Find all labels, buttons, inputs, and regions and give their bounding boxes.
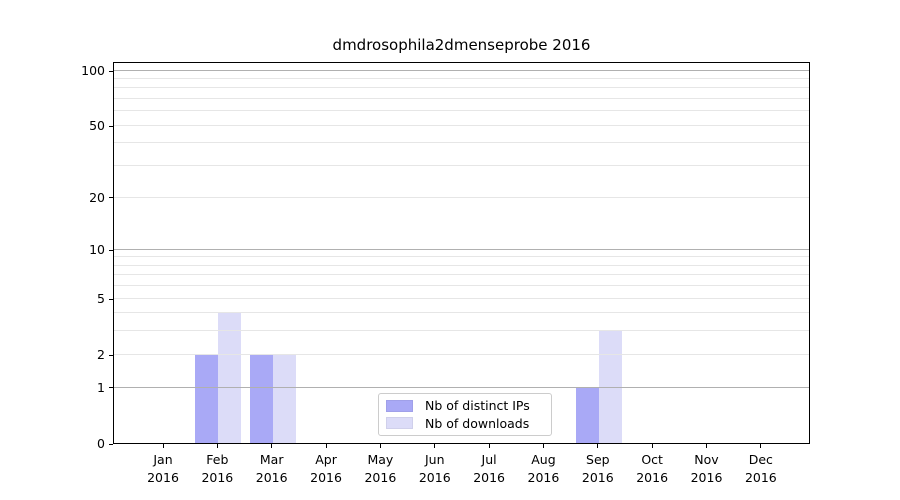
y-tick-mark-1	[109, 387, 113, 389]
y-tick-mark-50	[109, 125, 113, 127]
bar-nb-of-distinct-ips-sep-2016	[575, 387, 599, 443]
gridline-minor-7	[114, 274, 809, 276]
x-tick-label-oct-2016: Oct 2016	[636, 452, 669, 485]
y-tick-mark-10	[109, 249, 113, 251]
legend-label-distinct-ips: Nb of distinct IPs	[425, 398, 530, 414]
x-tick-label-jun-2016: Jun 2016	[418, 452, 451, 485]
gridline-minor-6	[114, 285, 809, 287]
gridline-minor-70	[114, 98, 809, 100]
x-tick-mark-nov-2016	[706, 444, 707, 448]
x-tick-label-jan-2016: Jan 2016	[147, 452, 179, 485]
x-tick-mark-jan-2016	[162, 444, 164, 448]
gridline-major-100	[114, 69, 809, 71]
bar-nb-of-downloads-mar-2016	[272, 354, 296, 443]
legend-item-downloads: Nb of downloads	[386, 415, 543, 433]
plot-area	[113, 62, 810, 444]
gridline-minor-60	[114, 110, 809, 112]
gridline-minor-3	[114, 330, 809, 332]
gridline-minor-40	[114, 142, 809, 144]
gridline-minor-9	[114, 256, 809, 258]
x-tick-mark-jul-2016	[488, 444, 490, 448]
x-tick-label-may-2016: May 2016	[364, 452, 397, 485]
grid-layer	[114, 63, 809, 443]
x-tick-label-apr-2016: Apr 2016	[310, 452, 342, 485]
y-tick-mark-2	[109, 354, 113, 356]
x-tick-label-dec-2016: Dec 2016	[744, 452, 777, 485]
x-tick-label-jul-2016: Jul 2016	[473, 452, 505, 485]
x-tick-mark-dec-2016	[760, 444, 762, 448]
x-tick-mark-mar-2016	[271, 444, 273, 448]
gridline-minor-5	[114, 297, 809, 299]
y-tick-label-50: 50	[89, 118, 105, 134]
x-tick-label-mar-2016: Mar 2016	[255, 452, 288, 485]
y-tick-mark-5	[109, 298, 113, 300]
gridline-minor-2	[114, 353, 809, 355]
y-tick-label-100: 100	[81, 63, 105, 79]
y-tick-mark-20	[109, 197, 113, 199]
legend-label-downloads: Nb of downloads	[425, 415, 530, 431]
chart-title: dmdrosophila2dmenseprobe 2016	[332, 36, 591, 54]
y-tick-label-1: 1	[97, 379, 105, 395]
y-tick-label-20: 20	[89, 189, 105, 205]
y-tick-label-0: 0	[97, 436, 105, 451]
bar-nb-of-downloads-feb-2016	[218, 312, 242, 443]
y-tick-mark-100	[109, 70, 113, 72]
legend-item-distinct-ips: Nb of distinct IPs	[386, 397, 543, 415]
gridline-minor-90	[114, 78, 809, 79]
gridline-major-10	[114, 248, 809, 250]
bar-nb-of-distinct-ips-mar-2016	[249, 354, 273, 443]
x-tick-mark-jun-2016	[434, 444, 436, 448]
gridline-minor-8	[114, 264, 809, 266]
y-tick-label-5: 5	[97, 291, 105, 307]
y-tick-label-2: 2	[97, 347, 105, 363]
bar-nb-of-distinct-ips-feb-2016	[195, 354, 219, 443]
x-tick-mark-feb-2016	[216, 444, 218, 448]
y-tick-mark-0	[109, 443, 113, 445]
gridline-minor-80	[114, 87, 809, 89]
gridline-minor-30	[114, 165, 809, 167]
x-tick-label-aug-2016: Aug 2016	[527, 452, 560, 485]
gridline-major-1	[114, 386, 809, 388]
x-tick-mark-aug-2016	[542, 444, 544, 448]
x-tick-label-sep-2016: Sep 2016	[581, 452, 614, 485]
gridline-minor-4	[114, 312, 809, 314]
legend-swatch-distinct-ips	[386, 399, 413, 412]
y-tick-label-10: 10	[89, 242, 105, 258]
x-tick-mark-apr-2016	[325, 444, 327, 448]
gridline-minor-50	[114, 124, 809, 126]
x-tick-label-nov-2016: Nov 2016	[690, 452, 723, 485]
x-tick-mark-may-2016	[379, 444, 381, 448]
x-tick-mark-sep-2016	[597, 444, 599, 448]
gridline-minor-20	[114, 196, 809, 198]
legend: Nb of distinct IPs Nb of downloads	[378, 393, 552, 436]
x-tick-label-feb-2016: Feb 2016	[201, 452, 234, 485]
x-tick-mark-oct-2016	[651, 444, 653, 448]
legend-swatch-downloads	[386, 417, 413, 430]
